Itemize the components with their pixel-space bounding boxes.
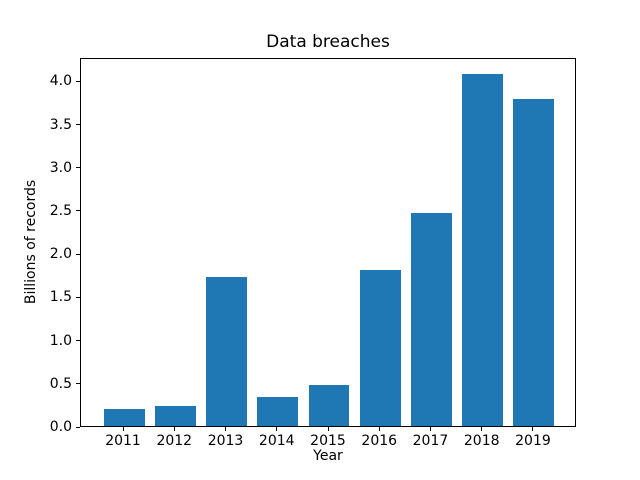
bar-2014 xyxy=(257,396,299,426)
y-tick-mark xyxy=(76,253,80,255)
bar-2015 xyxy=(308,384,350,426)
x-tick-mark xyxy=(327,427,329,431)
y-tick-mark xyxy=(76,167,80,169)
y-tick-mark xyxy=(76,340,80,342)
chart-title: Data breaches xyxy=(266,32,390,52)
bar-2016 xyxy=(359,270,401,426)
bar-2011 xyxy=(103,408,145,426)
bar-2018 xyxy=(462,74,504,426)
x-tick-mark xyxy=(122,427,124,431)
x-tick-mark xyxy=(532,427,534,431)
x-tick-mark xyxy=(225,427,227,431)
y-tick-mark xyxy=(76,383,80,385)
y-tick-label: 3.0 xyxy=(49,159,72,176)
plot-area xyxy=(80,58,576,427)
x-tick-mark xyxy=(378,427,380,431)
x-tick-label: 2011 xyxy=(105,433,141,449)
bar-2012 xyxy=(154,406,196,426)
x-tick-mark xyxy=(481,427,483,431)
x-tick-label: 2013 xyxy=(207,433,244,449)
y-tick-label: 2.0 xyxy=(49,246,72,263)
x-tick-label: 2019 xyxy=(515,433,551,449)
y-tick-label: 2.5 xyxy=(49,202,72,219)
x-tick-label: 2012 xyxy=(156,433,193,449)
y-axis-label: Billions of records xyxy=(23,179,39,305)
bar-2017 xyxy=(410,213,452,426)
y-tick-mark xyxy=(76,210,80,212)
y-tick-label: 1.5 xyxy=(49,289,72,306)
y-tick-label: 0.5 xyxy=(49,375,72,392)
y-tick-mark xyxy=(76,80,80,82)
x-tick-label: 2017 xyxy=(412,433,449,449)
bar-2019 xyxy=(513,99,555,426)
x-tick-label: 2014 xyxy=(258,433,295,449)
x-tick-mark xyxy=(276,427,278,431)
y-tick-label: 3.5 xyxy=(49,116,72,133)
y-tick-mark xyxy=(76,296,80,298)
y-tick-label: 0.0 xyxy=(49,419,72,435)
x-tick-mark xyxy=(429,427,431,431)
x-tick-mark xyxy=(173,427,175,431)
y-tick-mark xyxy=(76,426,80,428)
x-tick-label: 2016 xyxy=(361,433,398,449)
x-tick-label: 2018 xyxy=(463,433,500,449)
y-tick-mark xyxy=(76,124,80,126)
y-tick-label: 4.0 xyxy=(49,73,72,90)
x-axis-label: Year xyxy=(313,448,343,464)
bar-2013 xyxy=(206,276,247,426)
y-tick-label: 1.0 xyxy=(49,332,72,349)
x-tick-label: 2015 xyxy=(310,433,346,449)
